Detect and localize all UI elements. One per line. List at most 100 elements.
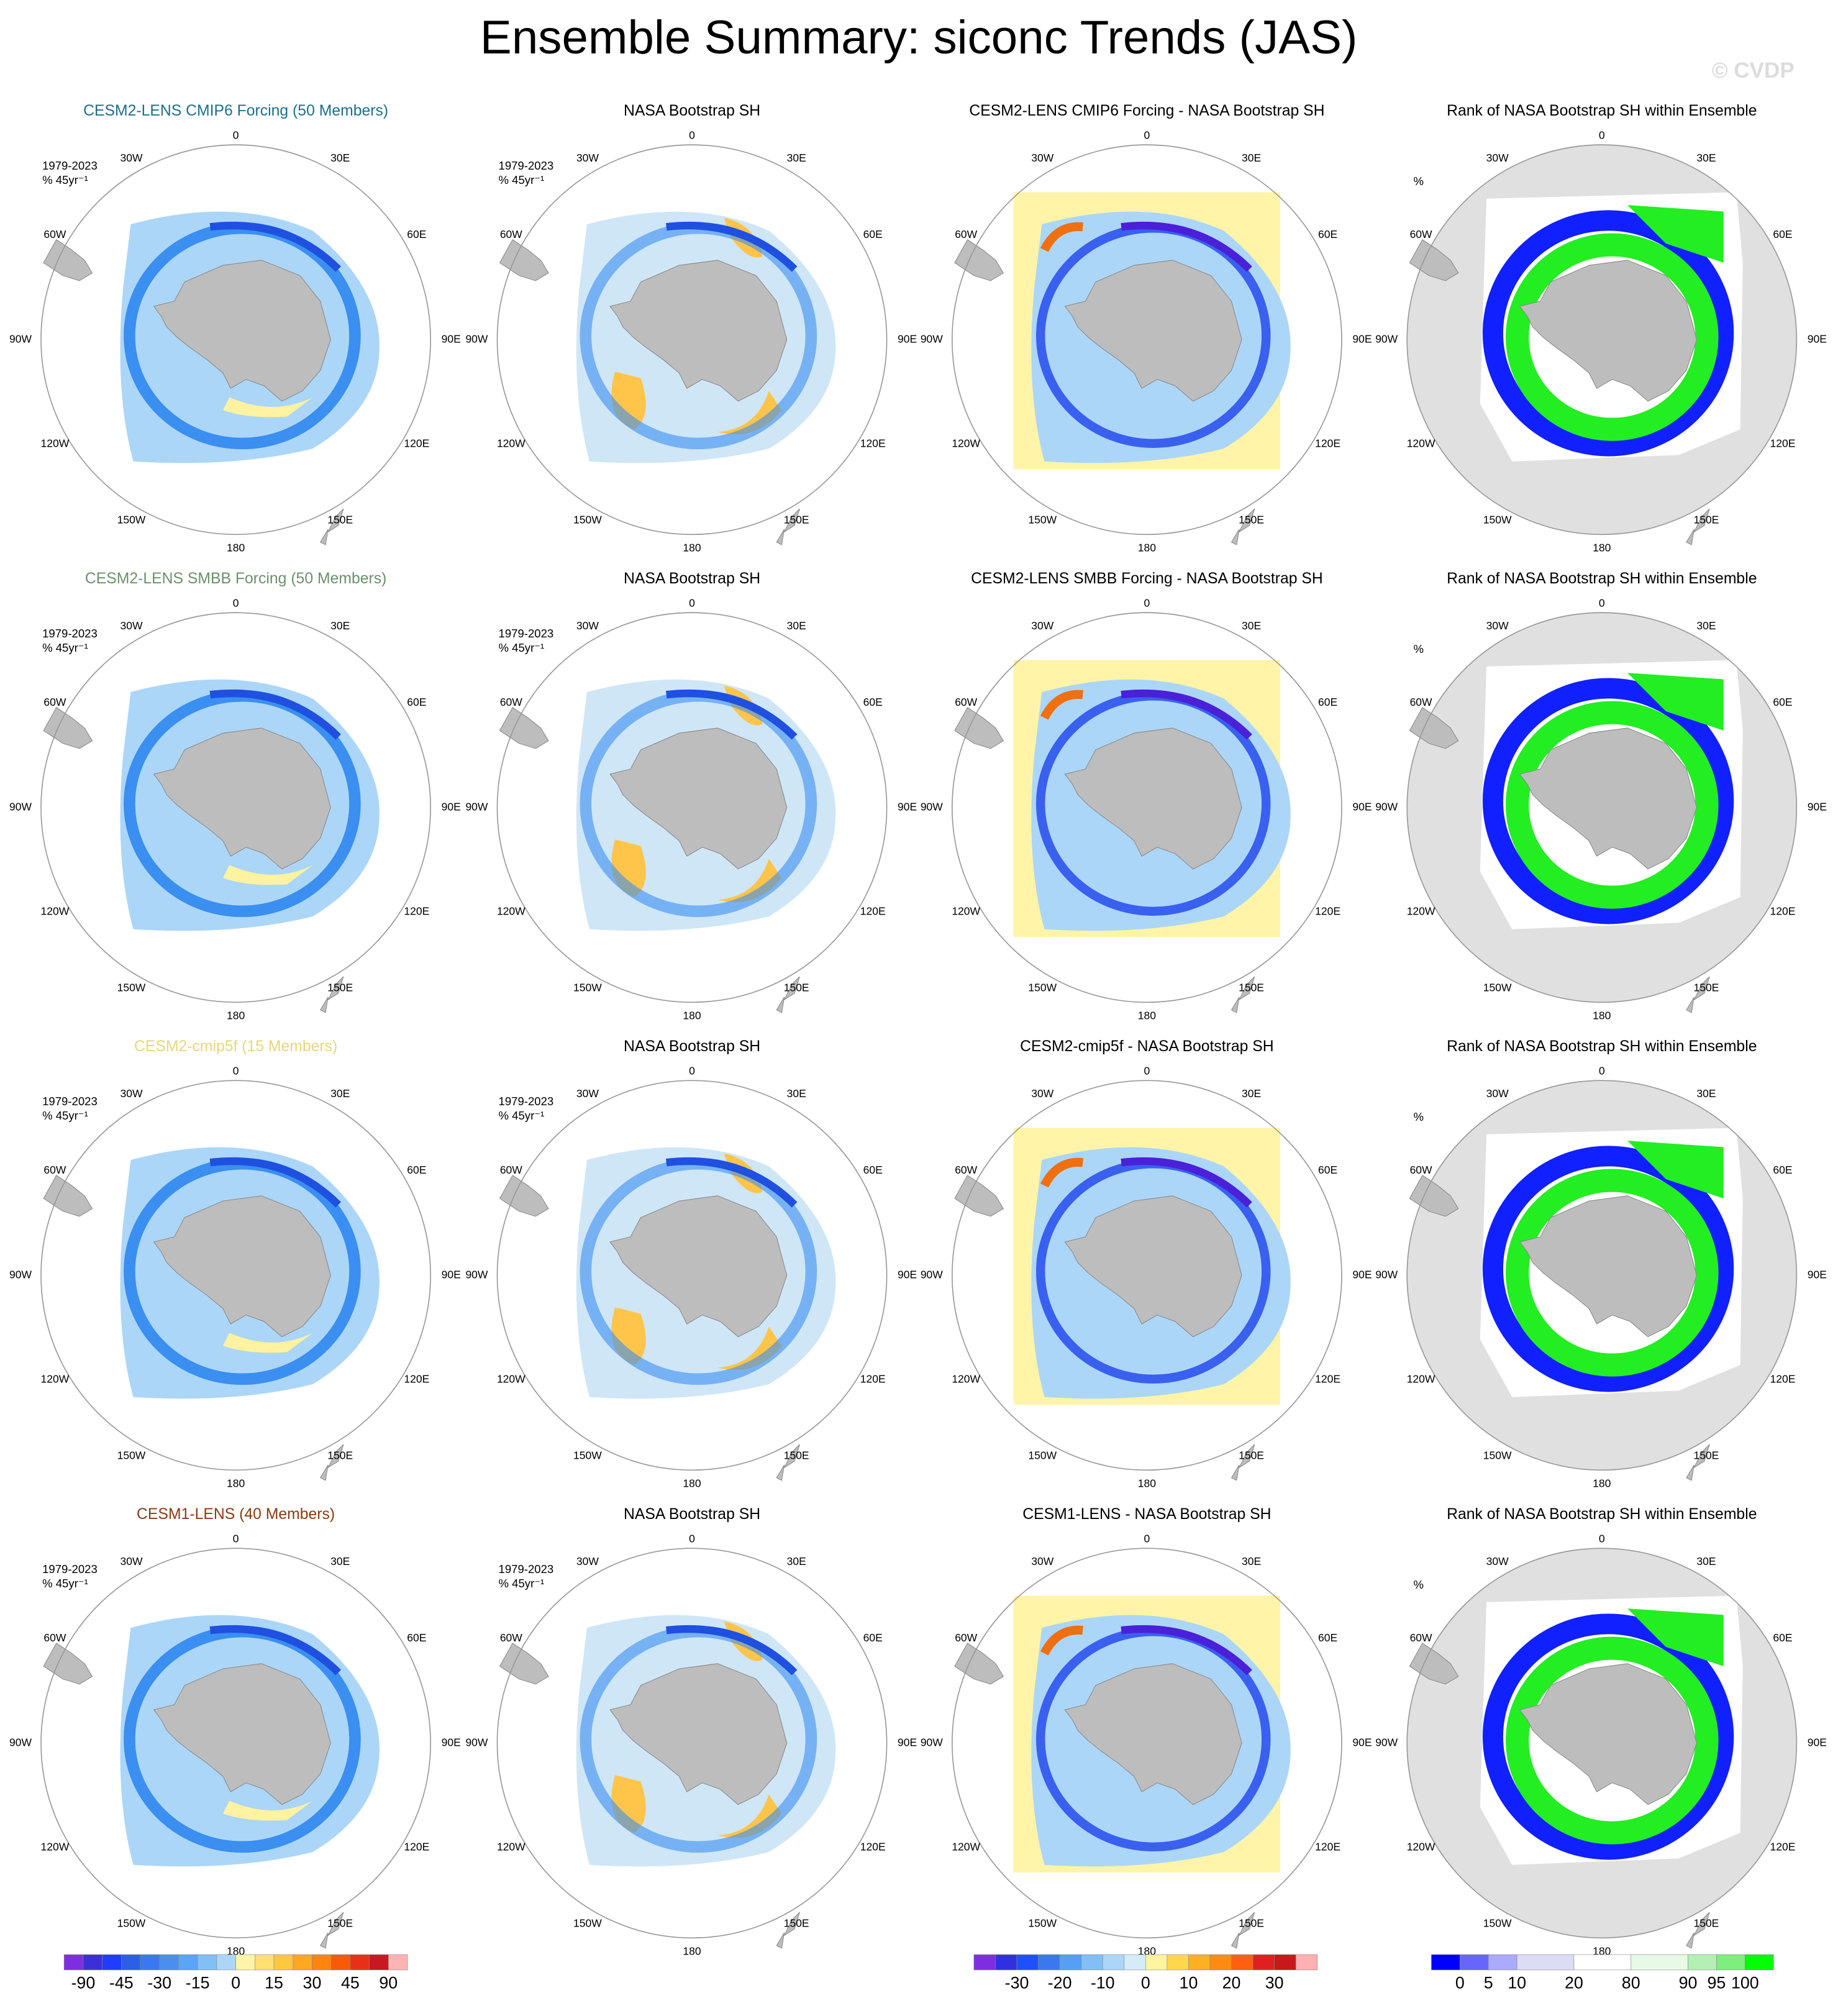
- map-border: [496, 1080, 888, 1471]
- map-panel: CESM1-LENS (40 Members) 0 30E 60E 90E 120E 150…: [9, 1506, 461, 1958]
- longitude-label: 30W: [576, 152, 599, 164]
- colorbar-box: [1488, 1954, 1517, 1971]
- longitude-label: 30W: [1031, 619, 1053, 632]
- colorbar-box: [1252, 1954, 1275, 1971]
- colorbar-box: [350, 1954, 370, 1971]
- colorbar-box: [1631, 1954, 1688, 1971]
- trend-band: [209, 1157, 342, 1208]
- longitude-label: 90W: [9, 332, 32, 345]
- colorbar-box: [1516, 1954, 1575, 1971]
- colorbar-label: 30: [303, 1974, 322, 1992]
- colorbar-box: [255, 1954, 275, 1971]
- units-label: %: [1414, 642, 1424, 655]
- map-panel: CESM2-LENS SMBB Forcing (50 Members) 0 30E…: [9, 570, 461, 1022]
- panel-title: CESM2-LENS CMIP6 Forcing (50 Members): [83, 103, 388, 119]
- trend-band: [666, 1625, 798, 1676]
- rank-ring-inner: [1506, 1636, 1719, 1845]
- colorbar-label: 10: [1508, 1974, 1526, 1992]
- longitude-label: 180: [683, 1477, 701, 1490]
- units-label: % 45yr⁻¹: [42, 1577, 88, 1590]
- longitude-label: 60W: [1410, 1631, 1432, 1644]
- period-label: 1979-2023: [42, 627, 98, 640]
- longitude-label: 30W: [1486, 1555, 1509, 1567]
- south-america: [499, 1643, 549, 1685]
- units-label: % 45yr⁻¹: [42, 173, 88, 186]
- south-america: [499, 707, 549, 749]
- map-border: [1406, 1080, 1798, 1471]
- longitude-label: 180: [1593, 1477, 1611, 1490]
- new-zealand: [320, 508, 344, 545]
- longitude-label: 60W: [1410, 1164, 1432, 1176]
- longitude-label: 30E: [787, 1087, 806, 1100]
- colorbar-box: [1295, 1954, 1318, 1971]
- colorbar-label: 15: [265, 1974, 283, 1992]
- south-america: [43, 1175, 93, 1217]
- longitude-label: 120E: [1770, 905, 1796, 917]
- longitude-label: 90W: [1375, 800, 1398, 813]
- new-zealand: [1686, 508, 1710, 545]
- longitude-label: 120E: [860, 437, 886, 449]
- longitude-label: 60E: [407, 696, 426, 708]
- period-label: 1979-2023: [42, 1562, 98, 1576]
- colorbar-box: [1573, 1954, 1632, 1971]
- positive-diff: [1040, 222, 1083, 252]
- colorbar-box: [1688, 1954, 1717, 1971]
- longitude-label: 0: [689, 129, 695, 141]
- longitude-label: 90E: [442, 800, 461, 813]
- longitude-label: 90W: [465, 1268, 488, 1280]
- map-border: [952, 144, 1342, 536]
- colorbar-box: [121, 1954, 141, 1971]
- units-label: %: [1414, 1578, 1424, 1591]
- longitude-label: 90W: [921, 332, 943, 345]
- longitude-label: 120W: [1407, 1372, 1435, 1385]
- longitude-label: 30W: [1031, 1087, 1053, 1100]
- longitude-label: 30E: [787, 619, 806, 632]
- longitude-label: 120W: [497, 437, 525, 449]
- longitude-label: 60E: [1318, 1631, 1337, 1644]
- longitude-label: 150W: [1028, 1917, 1057, 1930]
- longitude-label: 150W: [573, 1449, 602, 1462]
- longitude-label: 120E: [1315, 1840, 1340, 1853]
- longitude-label: 120E: [1770, 1372, 1796, 1385]
- trend-band: [1121, 689, 1252, 740]
- longitude-label: 60E: [1318, 228, 1337, 240]
- map-panel: NASA Bootstrap SH 0 30E 60E 90E 120E 150E 180 15…: [465, 1506, 917, 1958]
- colorbar-box: [388, 1954, 408, 1971]
- longitude-label: 120W: [1407, 905, 1435, 917]
- map-panel: Rank of NASA Bootstrap SH within Ensembl…: [1375, 1506, 1827, 1958]
- longitude-label: 90W: [9, 1736, 32, 1748]
- antarctica: [1519, 1663, 1697, 1805]
- antarctica: [1064, 1663, 1242, 1805]
- rank-ring-outer: [1482, 1613, 1734, 1860]
- new-zealand: [776, 1912, 800, 1949]
- colorbar-box: [159, 1954, 179, 1971]
- antarctica: [609, 1195, 788, 1338]
- longitude-label: 90E: [1808, 332, 1827, 345]
- longitude-label: 60W: [43, 1164, 66, 1176]
- panel-title: CESM2-LENS CMIP6 Forcing - NASA Bootstra…: [969, 103, 1324, 119]
- longitude-label: 30E: [1242, 1555, 1261, 1567]
- colorbar-label: 90: [1679, 1974, 1698, 1992]
- longitude-label: 30E: [1242, 152, 1261, 164]
- longitude-label: 30E: [787, 152, 806, 164]
- longitude-label: 120E: [404, 905, 429, 917]
- rank-patch: [1627, 1608, 1724, 1666]
- longitude-label: 150E: [1239, 1449, 1264, 1462]
- south-america: [954, 707, 1004, 749]
- units-label: % 45yr⁻¹: [42, 1109, 88, 1122]
- longitude-label: 120W: [40, 1840, 69, 1853]
- rank-ring-outer: [1482, 210, 1734, 457]
- colorbar-box: [1716, 1954, 1745, 1971]
- colorbar-box: [1745, 1954, 1774, 1971]
- new-zealand: [1231, 1444, 1255, 1481]
- longitude-label: 180: [227, 1945, 245, 1958]
- longitude-label: 30E: [330, 1087, 350, 1100]
- positive-diff: [1040, 690, 1083, 720]
- colorbar-label: -45: [109, 1974, 134, 1992]
- longitude-label: 120W: [40, 905, 69, 917]
- new-zealand: [1686, 1444, 1710, 1481]
- colorbar-box: [312, 1954, 332, 1971]
- longitude-label: 30E: [1696, 619, 1716, 632]
- new-zealand: [1231, 976, 1255, 1013]
- colorbar-box: [1209, 1954, 1232, 1971]
